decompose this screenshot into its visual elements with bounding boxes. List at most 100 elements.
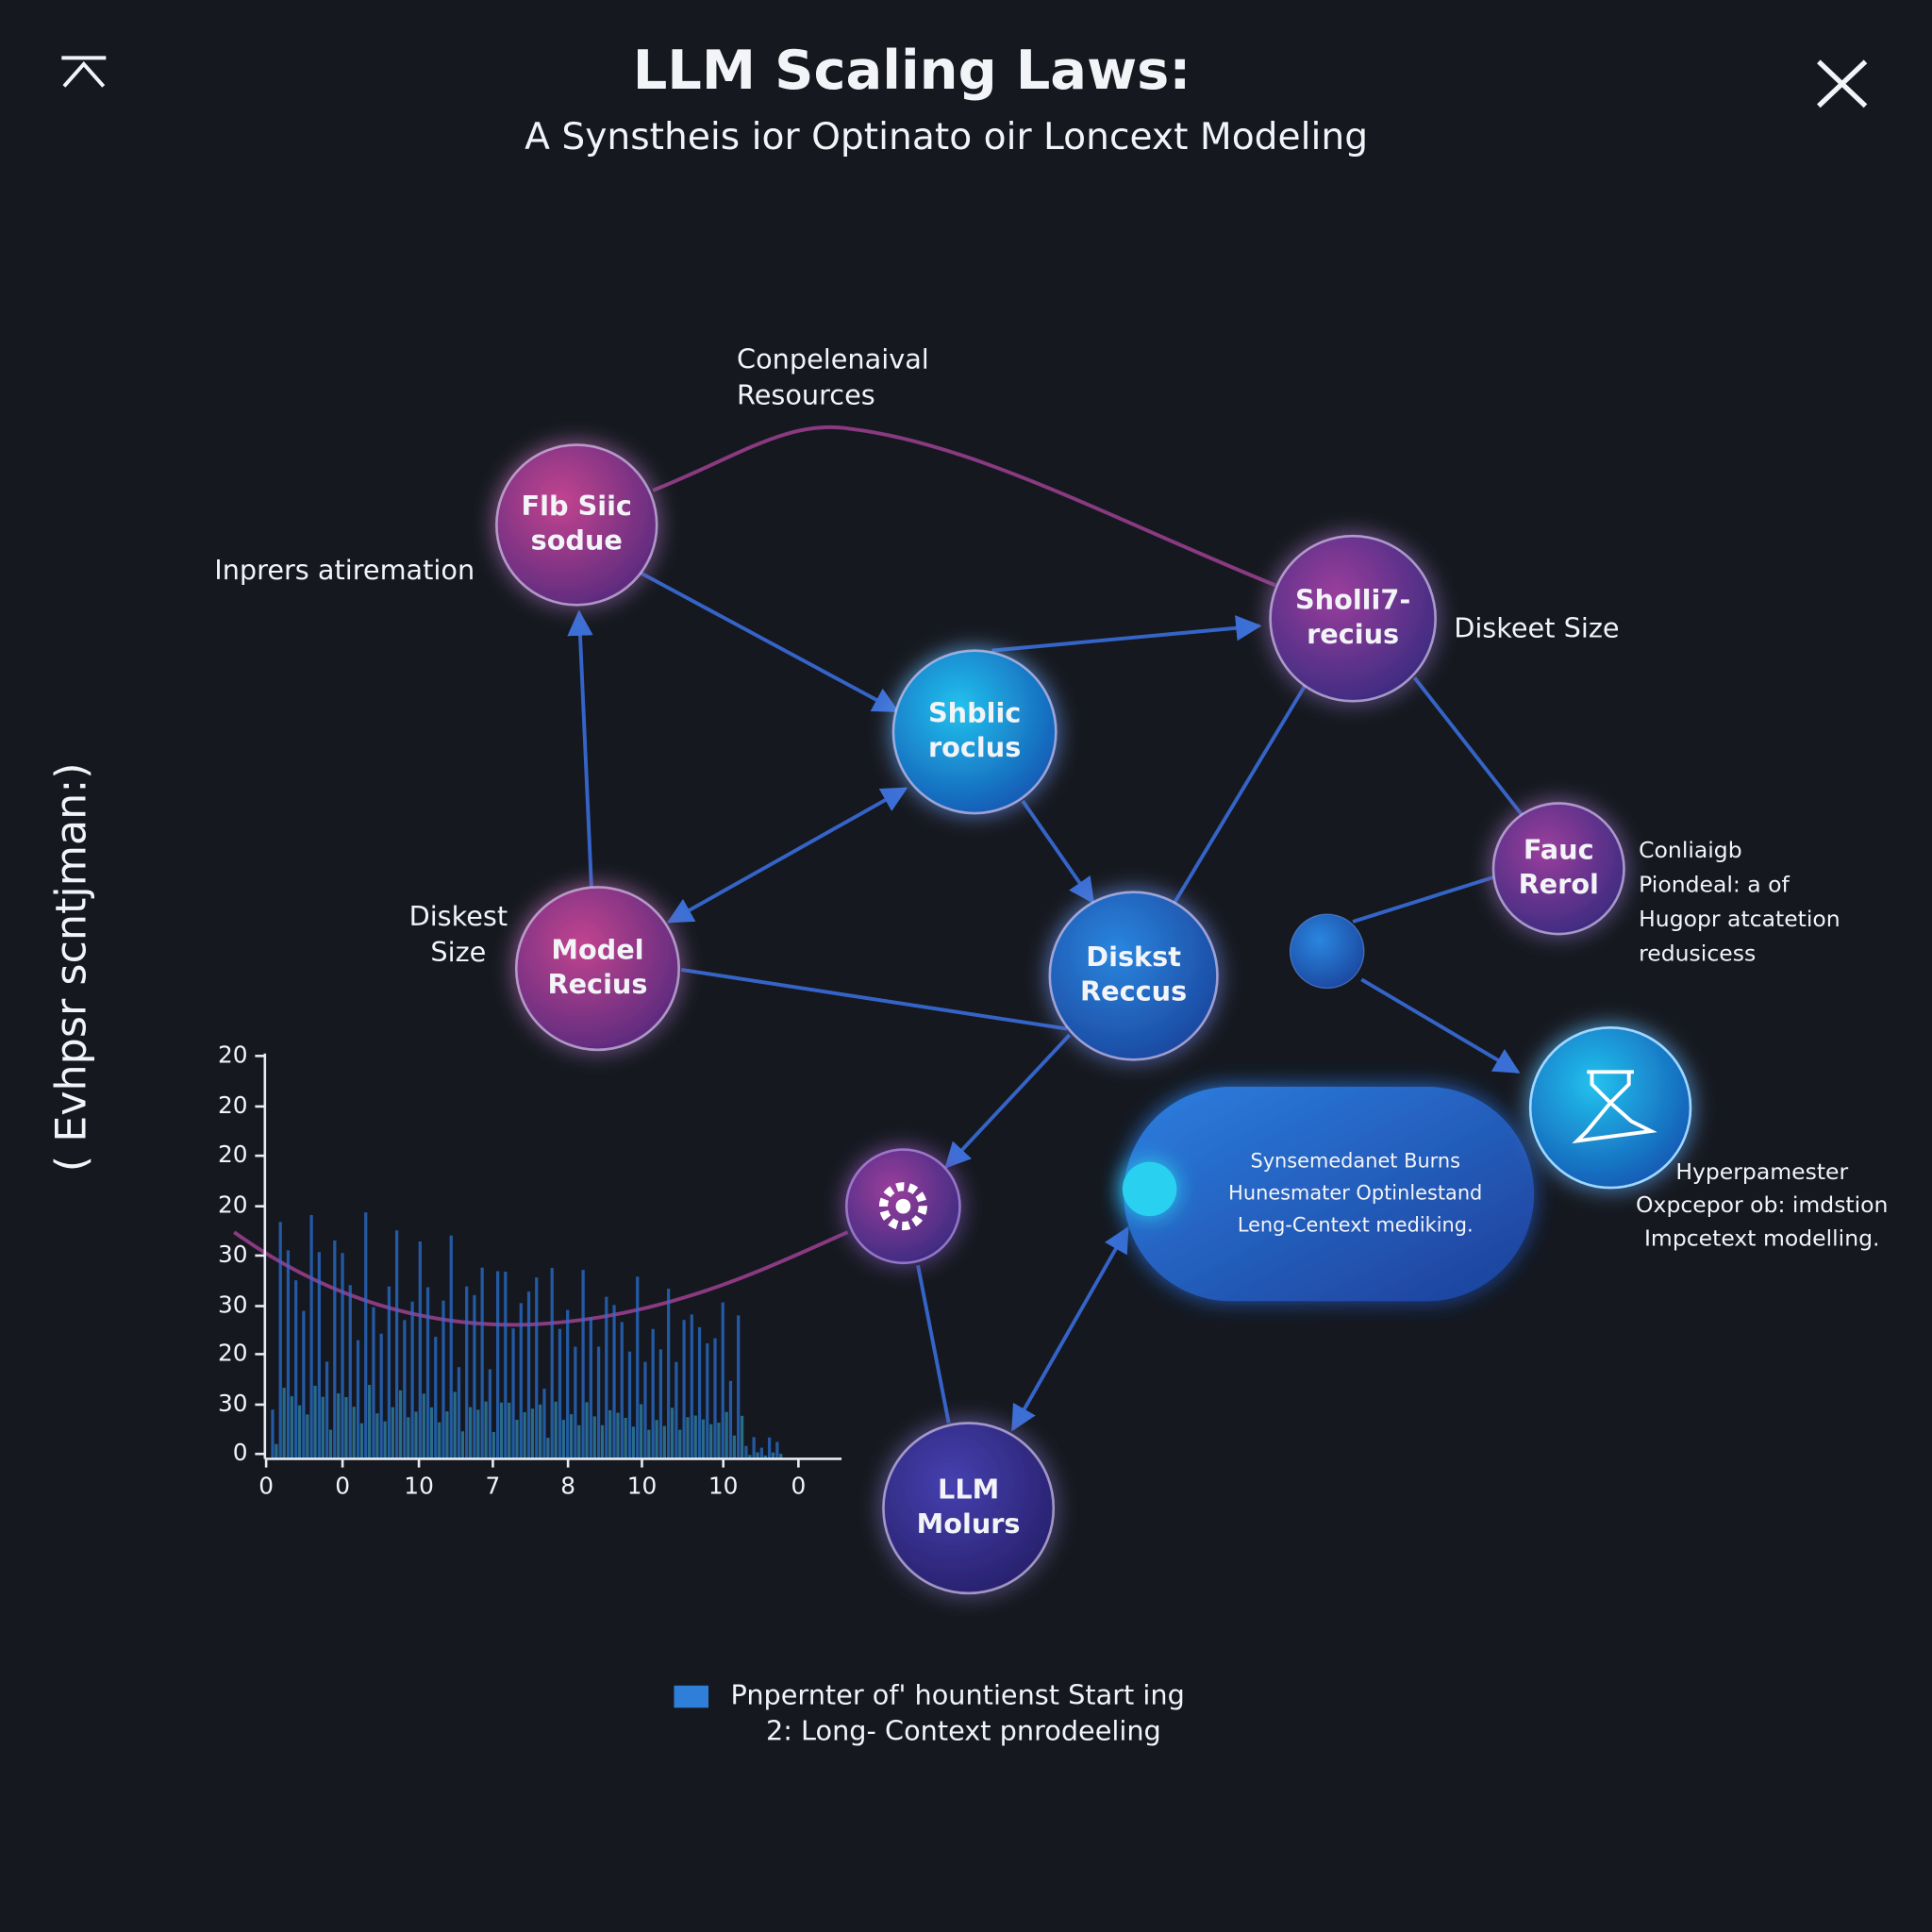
decor-bar: [624, 1417, 627, 1459]
node-label: roclus: [928, 731, 1021, 763]
decor-bar: [460, 1431, 465, 1459]
decor-bar: [491, 1431, 495, 1459]
annotation: Resources: [737, 379, 875, 411]
decor-bar: [535, 1277, 539, 1459]
decor-bar: [627, 1351, 632, 1459]
decor-bar: [302, 1310, 306, 1459]
edge: [1010, 1225, 1129, 1432]
decor-bar: [414, 1411, 418, 1459]
decor-bar: [612, 1305, 616, 1459]
annotation: Size: [430, 936, 486, 968]
back-icon[interactable]: [61, 56, 107, 88]
decor-bar: [667, 1289, 671, 1459]
decor-bar: [574, 1346, 577, 1459]
x-tick-label: 0: [791, 1472, 806, 1499]
edge: [567, 609, 593, 888]
y-tick-label: 30: [218, 1291, 248, 1318]
title: LLM Scaling Laws:: [633, 39, 1191, 102]
decor-bar: [364, 1212, 368, 1459]
decor-bar: [425, 1287, 430, 1459]
node-label: Sholli7-: [1295, 583, 1410, 615]
node-label: Flb Siic: [522, 490, 632, 522]
decor-bar: [488, 1369, 492, 1459]
y-tick-label: 20: [218, 1091, 248, 1119]
decor-bar: [375, 1413, 379, 1459]
decor-bar: [499, 1402, 504, 1459]
decor-bar: [398, 1390, 403, 1459]
decor-bar: [511, 1328, 515, 1459]
decor-bar: [779, 1454, 783, 1459]
edges: [567, 571, 1527, 1432]
edge: [916, 1265, 951, 1424]
legend-text: Pnpernter of' hountienst Start ing: [731, 1679, 1185, 1711]
decor-bar: [372, 1307, 375, 1459]
decor-bar: [383, 1421, 387, 1459]
decor-bar: [530, 1408, 535, 1459]
node: [891, 649, 1058, 815]
decor-bar: [748, 1455, 752, 1459]
subtitle: A Synstheis ior Optinato oir Loncext Mod…: [525, 116, 1368, 158]
decor-bar: [387, 1286, 391, 1459]
annotation: Impcetext modelling.: [1644, 1224, 1879, 1251]
node-label: Model: [551, 933, 643, 965]
decor-bar: [519, 1303, 523, 1459]
decor-bar: [294, 1280, 298, 1459]
side-label: ( Evhpsr scntjman:): [47, 762, 95, 1172]
decor-bar: [313, 1385, 317, 1459]
decor-bar: [282, 1388, 286, 1459]
decor-bar: [655, 1420, 658, 1459]
node-label: Reccus: [1080, 975, 1187, 1008]
decor-bar: [640, 1404, 643, 1459]
node-label: Shblic: [928, 697, 1021, 729]
decor-bar: [306, 1414, 309, 1459]
decor-bar: [441, 1300, 445, 1459]
decor-bar: [344, 1396, 348, 1459]
decor-bar: [561, 1420, 565, 1459]
node: [1269, 534, 1437, 703]
decor-bar: [438, 1422, 441, 1459]
annotation: Diskest: [409, 900, 508, 932]
decor-bar: [453, 1391, 457, 1459]
decor-bar: [620, 1322, 624, 1459]
node: [1491, 802, 1625, 936]
node-label: LLM: [938, 1473, 999, 1505]
x-tick-label: 8: [560, 1472, 575, 1499]
decor-bar: [600, 1424, 605, 1459]
decor-bar: [740, 1415, 744, 1459]
y-tick-label: 20: [218, 1041, 248, 1068]
edge: [991, 615, 1262, 653]
decor-bar: [678, 1429, 682, 1459]
pill-text: Hunesmater Optinlestand: [1228, 1182, 1482, 1205]
decor-bar: [608, 1409, 612, 1459]
node-label: Rerol: [1519, 868, 1599, 900]
node-label: Recius: [547, 968, 647, 1000]
annotation: Conliaigb: [1639, 837, 1742, 863]
pill-dot: [1122, 1161, 1177, 1217]
decor-bar: [275, 1443, 278, 1459]
decor-bar: [271, 1409, 275, 1459]
decor-bar: [670, 1407, 675, 1459]
decor-bar: [539, 1404, 542, 1459]
edge: [680, 967, 1068, 1031]
y-tick-label: 20: [218, 1191, 248, 1219]
decor-bar: [321, 1396, 325, 1459]
decor-bar: [473, 1294, 476, 1459]
decor-bar: [449, 1235, 453, 1459]
decor-bar: [309, 1214, 313, 1459]
node-label: recius: [1307, 618, 1399, 650]
close-icon[interactable]: [1817, 59, 1868, 108]
y-tick-label: 0: [233, 1439, 248, 1466]
decor-bar: [682, 1320, 686, 1459]
y-tick-label: 20: [218, 1141, 248, 1168]
decor-bar: [407, 1417, 410, 1459]
edge: [640, 571, 900, 713]
decor-bar: [542, 1388, 546, 1459]
decor-bar: [771, 1452, 775, 1459]
decor-bar: [596, 1346, 601, 1459]
decor-bar: [391, 1407, 394, 1459]
annotation: Oxpcepor ob: imdstion: [1636, 1191, 1888, 1218]
decor-bar: [395, 1230, 399, 1459]
